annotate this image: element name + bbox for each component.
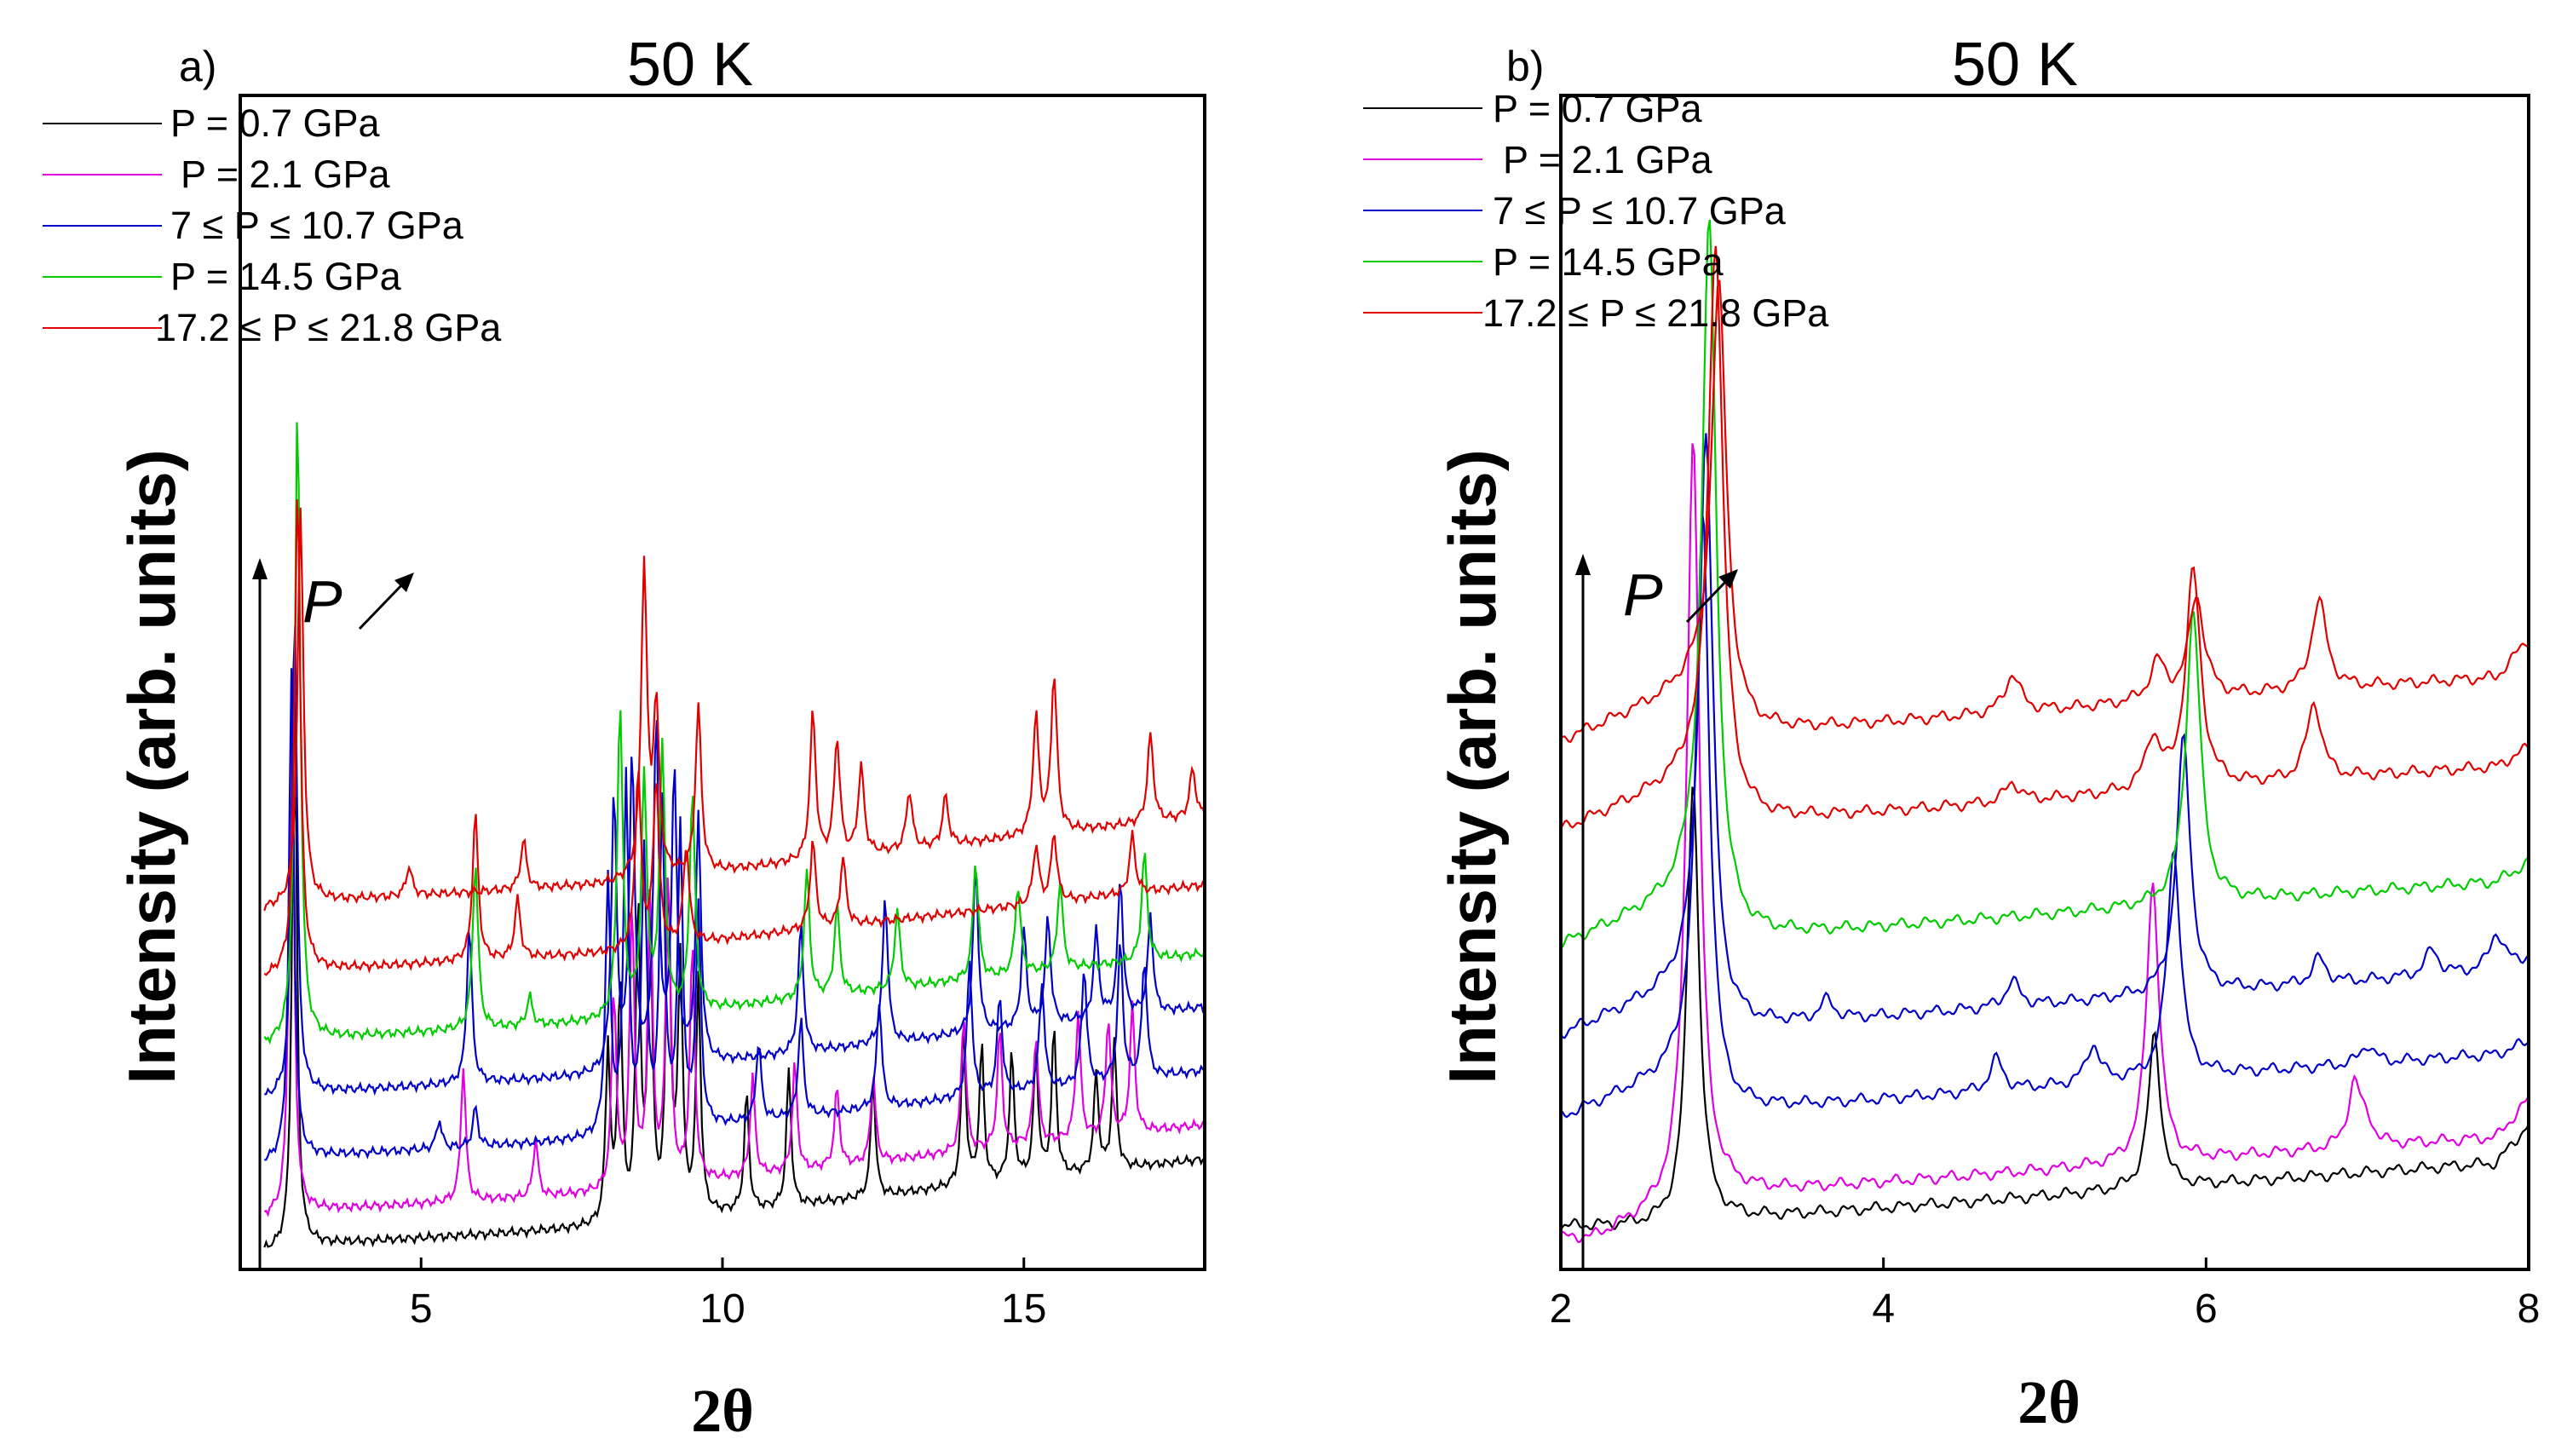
trace-4 (264, 625, 1206, 1096)
legend-entry: P = 14.5 GPa (43, 255, 402, 298)
trace-1 (1560, 786, 2530, 1231)
panel-b-label: b) (1506, 43, 1544, 90)
panel-b-legend: P = 0.7 GPa P = 2.1 GPa 7 ≤ P ≤ 10.7 GPa… (1363, 87, 1829, 335)
pressure-axis-arrowhead (1575, 554, 1591, 575)
panel-b-title: 50 K (1952, 31, 2078, 99)
trace-7 (1560, 279, 2530, 744)
x-tick-label: 8 (2518, 1286, 2541, 1332)
panel-a-pressure-arrow: P (252, 558, 414, 1269)
legend-label: P = 14.5 GPa (170, 255, 402, 298)
trace-3 (1560, 512, 2530, 1119)
panel-b-pressure-arrow: P (1575, 554, 1738, 1269)
legend-label: 7 ≤ P ≤ 10.7 GPa (1493, 189, 1787, 233)
x-tick-label: 4 (1872, 1286, 1895, 1332)
trace-7 (263, 507, 1206, 912)
trace-4 (1560, 433, 2530, 1039)
pressure-diagonal-arrowhead (1718, 569, 1738, 589)
x-tick-label: 10 (699, 1286, 745, 1332)
legend-entry: 17.2 ≤ P ≤ 21.8 GPa (43, 306, 502, 349)
legend-entry: P = 0.7 GPa (43, 101, 381, 145)
panel-a-x-ticks: 5 10 15 (410, 1257, 1046, 1332)
legend-label: 7 ≤ P ≤ 10.7 GPa (170, 204, 464, 247)
legend-label: P = 14.5 GPa (1493, 240, 1724, 284)
trace-3 (264, 668, 1206, 1161)
panel-a-y-axis-label: Intensity (arb. units) (114, 449, 189, 1084)
x-tick-label: 2 (1550, 1286, 1573, 1332)
panel-a-title: 50 K (627, 31, 753, 99)
legend-label: P = 0.7 GPa (1493, 87, 1703, 130)
panel-b-xlabel: 2θ (2017, 1368, 2081, 1436)
trace-1 (263, 682, 1206, 1248)
pressure-arrow-label: P (302, 568, 342, 635)
x-tick-label: 5 (410, 1286, 433, 1332)
trace-5 (1560, 219, 2530, 949)
panel-b-x-ticks: 2 4 6 8 (1550, 1257, 2541, 1332)
trace-6 (263, 499, 1206, 976)
legend-label: 17.2 ≤ P ≤ 21.8 GPa (155, 306, 502, 349)
pressure-axis-arrowhead (252, 558, 268, 579)
legend-label: 17.2 ≤ P ≤ 21.8 GPa (1482, 291, 1829, 335)
trace-6 (1560, 245, 2530, 829)
panel-a-label: a) (179, 43, 216, 90)
trace-2 (1560, 443, 2530, 1244)
legend-label: P = 0.7 GPa (170, 101, 381, 145)
x-tick-label: 15 (1001, 1286, 1046, 1332)
panel-b-frame (1559, 94, 2530, 1271)
trace-2 (263, 672, 1206, 1217)
panel-b-traces (1560, 219, 2530, 1244)
legend-entry: P = 0.7 GPa (1363, 87, 1703, 130)
panel-b-y-axis-label: Intensity (arb. units) (1435, 449, 1510, 1084)
panel-b: b) 50 K 2 4 6 8 Intensity (arb. units) 2θ P… (1363, 31, 2540, 1436)
legend-label: P = 2.1 GPa (181, 153, 391, 196)
panel-b-ylabel: Intensity (arb. units) (1435, 449, 1510, 1084)
x-tick-label: 6 (2195, 1286, 2218, 1332)
panel-a-ylabel: Intensity (arb. units) (114, 449, 189, 1084)
legend-label: P = 2.1 GPa (1503, 138, 1713, 181)
legend-entry: P = 2.1 GPa (43, 153, 391, 196)
pressure-arrow-label: P (1623, 561, 1663, 628)
pressure-diagonal-line (1685, 576, 1731, 624)
trace-5 (263, 422, 1206, 1045)
legend-entry: 17.2 ≤ P ≤ 21.8 GPa (1363, 291, 1829, 335)
pressure-diagonal-line (358, 579, 407, 630)
panel-a-legend: P = 0.7 GPa P = 2.1 GPa 7 ≤ P ≤ 10.7 GPa… (43, 101, 502, 349)
legend-entry: 7 ≤ P ≤ 10.7 GPa (43, 204, 464, 247)
panel-a-xlabel: 2θ (691, 1377, 754, 1445)
panel-a-traces (263, 422, 1206, 1248)
panel-a: a) 50 K 5 10 15 Intensity (arb. units) 2θ … (43, 31, 1206, 1445)
legend-entry: P = 14.5 GPa (1363, 240, 1724, 284)
pressure-diagonal-arrowhead (394, 573, 414, 592)
legend-entry: P = 2.1 GPa (1363, 138, 1713, 181)
legend-entry: 7 ≤ P ≤ 10.7 GPa (1363, 189, 1787, 233)
